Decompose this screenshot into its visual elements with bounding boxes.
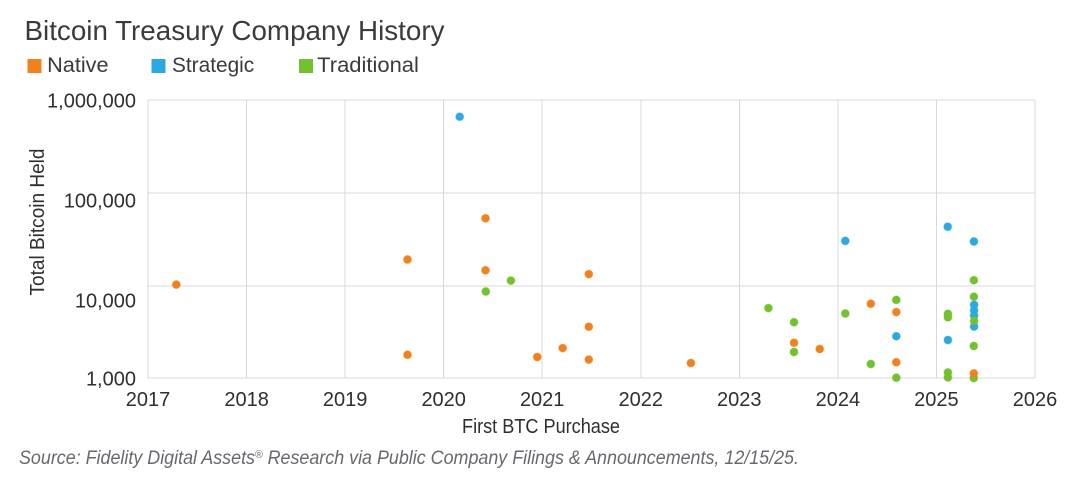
svg-text:2022: 2022 [619, 389, 664, 411]
svg-text:Traditional: Traditional [317, 53, 419, 77]
svg-text:Bitcoin Treasury Company Histo: Bitcoin Treasury Company History [25, 15, 445, 46]
svg-text:1,000: 1,000 [86, 369, 136, 391]
svg-text:First BTC Purchase: First BTC Purchase [462, 416, 620, 438]
svg-text:2025: 2025 [914, 389, 959, 411]
svg-text:100,000: 100,000 [64, 191, 136, 213]
svg-text:Strategic: Strategic [172, 53, 254, 77]
svg-text:2019: 2019 [323, 389, 368, 411]
svg-text:Native: Native [47, 53, 109, 77]
svg-text:Total Bitcoin Held: Total Bitcoin Held [27, 149, 49, 296]
svg-text:10,000: 10,000 [75, 291, 136, 313]
svg-text:2024: 2024 [816, 389, 861, 411]
svg-text:2021: 2021 [520, 389, 565, 411]
svg-text:2020: 2020 [421, 389, 466, 411]
svg-text:Source: Fidelity Digital Asset: Source: Fidelity Digital Assets® Researc… [19, 448, 799, 469]
svg-text:2026: 2026 [1013, 389, 1058, 411]
svg-text:2017: 2017 [126, 389, 171, 411]
svg-text:1,000,000: 1,000,000 [47, 91, 136, 113]
svg-text:2018: 2018 [224, 389, 269, 411]
svg-text:2023: 2023 [717, 389, 762, 411]
